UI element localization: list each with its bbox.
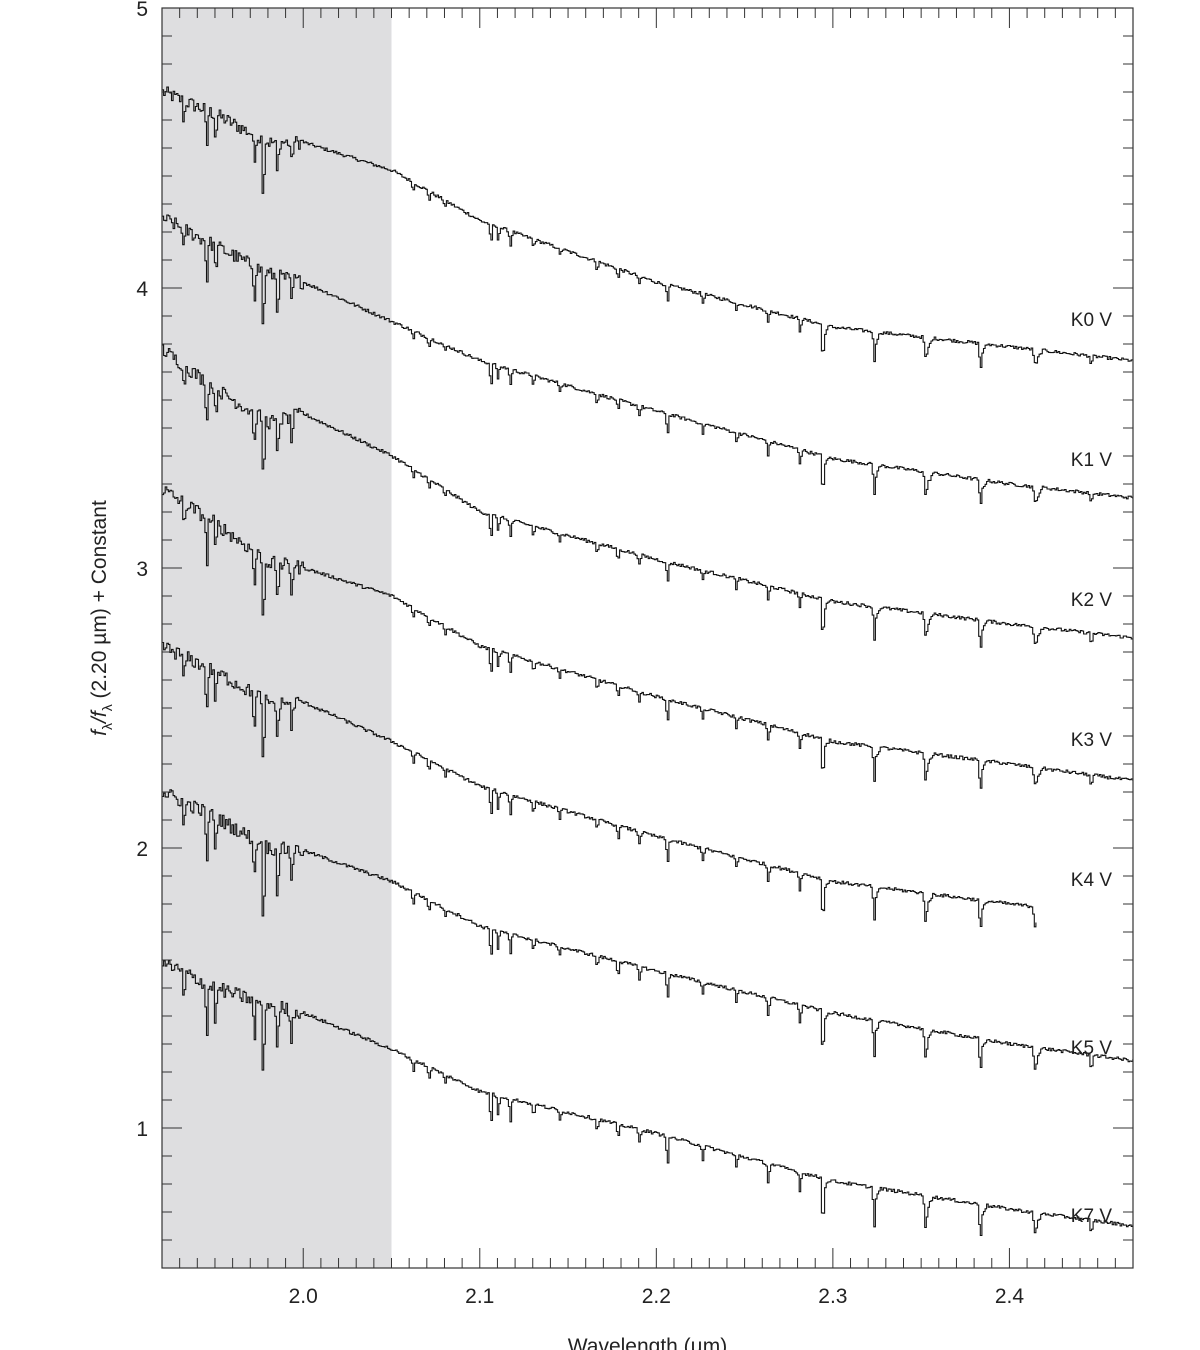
series-label: K4 V: [1071, 870, 1113, 891]
spectrum-line: [162, 86, 1134, 368]
x-tick-label: 2.0: [289, 1285, 318, 1308]
x-tick-label: 2.3: [818, 1285, 847, 1308]
spectrum-line: [162, 486, 1134, 789]
spectrum-line: [162, 344, 1133, 648]
x-tick-label: 2.1: [465, 1285, 494, 1308]
y-tick-label: 1: [136, 1118, 148, 1141]
series-label: K7 V: [1071, 1206, 1113, 1227]
y-tick-label: 4: [136, 278, 148, 301]
series-label: K2 V: [1071, 590, 1113, 611]
y-title-f1: f: [88, 728, 111, 736]
spectrum-line: [162, 960, 1134, 1237]
spectrum-line: [162, 214, 1134, 504]
y-tick-label: 5: [136, 0, 148, 21]
y-tick-label: 2: [136, 838, 148, 861]
spectrum-line: [162, 641, 1037, 928]
x-tick-labels: 2.0 2.1 2.2 2.3 2.4: [289, 1285, 1025, 1308]
series-label: K5 V: [1071, 1038, 1113, 1059]
x-tick-label: 2.4: [995, 1285, 1025, 1308]
shaded-region: [162, 8, 392, 1268]
y-title-rest: (2.20 µm) + Constant: [88, 500, 111, 704]
y-title-slash: /f: [88, 709, 111, 725]
spectrum-line: [162, 789, 1134, 1070]
plot-frame: [161, 7, 1134, 1269]
y-title-sub2: λ: [99, 704, 115, 711]
series-label: K3 V: [1071, 730, 1113, 751]
series-label: K1 V: [1071, 450, 1113, 471]
x-tick-label: 2.2: [642, 1285, 671, 1308]
y-title-sub1: λ: [99, 723, 115, 730]
y-tick-labels: 1 2 3 4 5: [136, 0, 148, 1141]
series-labels: K0 V K1 V K2 V K3 V K4 V K5 V K7 V: [1071, 310, 1113, 1227]
spectra-group: [162, 86, 1134, 1237]
x-axis-title: Wavelength (µm): [568, 1335, 728, 1350]
series-label: K0 V: [1071, 310, 1113, 331]
y-axis-title: fλ/fλ (2.20 µm) + Constant: [88, 500, 115, 736]
y-tick-label: 3: [136, 558, 148, 581]
